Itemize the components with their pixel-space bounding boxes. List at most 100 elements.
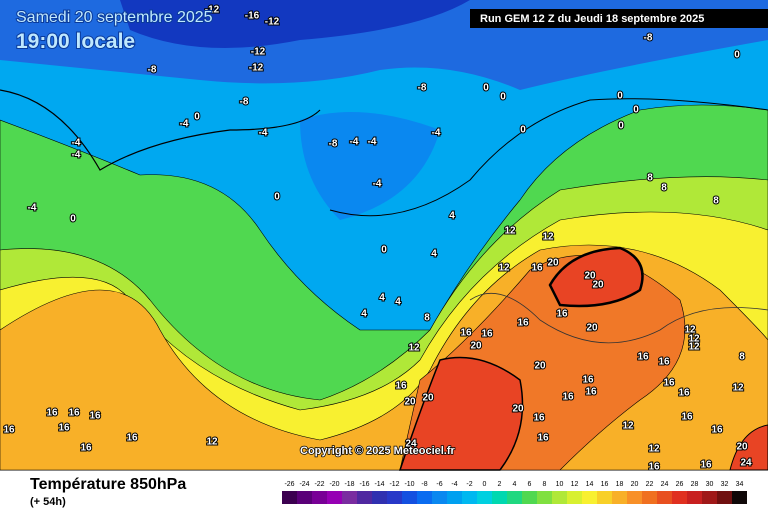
contour-label: 0 [500,92,506,103]
legend-label: -26 [284,481,294,488]
contour-label: -4 [72,150,81,161]
contour-label: 20 [512,404,524,415]
contour-label: 12 [504,226,516,237]
legend-label: 22 [646,481,654,488]
contour-label: 20 [404,397,416,408]
legend-swatch [417,491,432,504]
legend-label: 16 [601,481,609,488]
legend-label: 8 [543,481,547,488]
contour-label: 16 [537,433,549,444]
legend-label: 20 [631,481,639,488]
contour-label: 16 [562,392,574,403]
contour-label: 0 [381,245,387,256]
contour-label: 16 [533,413,545,424]
legend-label: 4 [513,481,517,488]
legend-swatch [537,491,552,504]
legend-swatch [522,491,537,504]
contour-label: 4 [395,297,401,308]
contour-label: 20 [422,393,434,404]
legend-label: 14 [586,481,594,488]
contour-label: 20 [736,442,748,453]
contour-label: 12 [206,437,218,448]
contour-label: 4 [361,309,367,320]
legend-label: -10 [404,481,414,488]
legend-label: 6 [528,481,532,488]
contour-label: 0 [633,105,639,116]
contour-label: 0 [520,125,526,136]
contour-label: 12 [542,232,554,243]
contour-label: 0 [483,83,489,94]
contour-label: -4 [368,137,377,148]
legend-swatch [732,491,747,504]
forecast-date: Samedi 20 septembre 2025 [16,9,213,26]
legend-swatch [282,491,297,504]
legend-swatch [357,491,372,504]
contour-label: 12 [622,421,634,432]
contour-label: 4 [449,211,455,222]
contour-label: 0 [617,91,623,102]
map-background [0,0,768,471]
legend-swatch [312,491,327,504]
legend-label: -18 [344,481,354,488]
contour-label: 16 [531,263,543,274]
contour-label: -12 [205,5,220,16]
contour-label: 4 [379,293,385,304]
contour-label: 24 [405,439,417,450]
legend-swatch [552,491,567,504]
contour-label: 8 [647,173,653,184]
color-legend: -26 -24 -22 -20 -18 -16 -14 -12 -10 -8 -6 -4 -2 0 2 4 6 8… [282,481,747,504]
contour-label: 0 [618,121,624,132]
forecast-time: 19:00 locale [16,30,135,53]
contour-label: 16 [648,462,660,473]
contour-label: -8 [240,97,249,108]
contour-label: 16 [663,378,675,389]
legend-swatch [612,491,627,504]
contour-label: 12 [688,334,700,345]
contour-label: 0 [194,112,200,123]
legend-label: 12 [571,481,579,488]
legend-label: -12 [389,481,399,488]
legend-swatch [342,491,357,504]
legend-label: 18 [616,481,624,488]
contour-label: 24 [740,458,752,469]
contour-label: -4 [180,119,189,130]
run-box [470,9,768,28]
contour-label: 16 [585,387,597,398]
contour-label: 20 [584,271,596,282]
legend-swatch [402,491,417,504]
contour-label: 8 [713,196,719,207]
contour-label: 16 [658,357,670,368]
legend-label: 30 [706,481,714,488]
copyright: Copyright © 2025 Meteociel.fr [300,445,456,457]
contour-label: -12 [251,47,266,58]
contour-label: 16 [89,411,101,422]
legend-swatch [462,491,477,504]
contour-label: 20 [470,341,482,352]
contour-label: -12 [249,63,264,74]
contour-label: -8 [148,65,157,76]
legend-swatch [297,491,312,504]
contour-label: 8 [661,183,667,194]
contour-label: -4 [432,128,441,139]
legend-swatch [477,491,492,504]
legend-label: 32 [721,481,729,488]
legend-swatch [387,491,402,504]
contour-label: 20 [534,361,546,372]
contour-label: 16 [68,408,80,419]
legend-label: 2 [498,481,502,488]
contour-label: 16 [556,309,568,320]
contour-label: -4 [373,179,382,190]
contour-label: -12 [265,17,280,28]
footer-title: Température 850hPa [30,476,186,493]
contour-label: -8 [418,83,427,94]
legend-swatch [372,491,387,504]
contour-label: 16 [3,425,15,436]
legend-swatch [447,491,462,504]
legend-label: -4 [451,481,457,488]
legend-label: 0 [483,481,487,488]
contour-label: 12 [648,444,660,455]
legend-swatch [597,491,612,504]
legend-label: -14 [374,481,384,488]
legend-label: 34 [736,481,744,488]
